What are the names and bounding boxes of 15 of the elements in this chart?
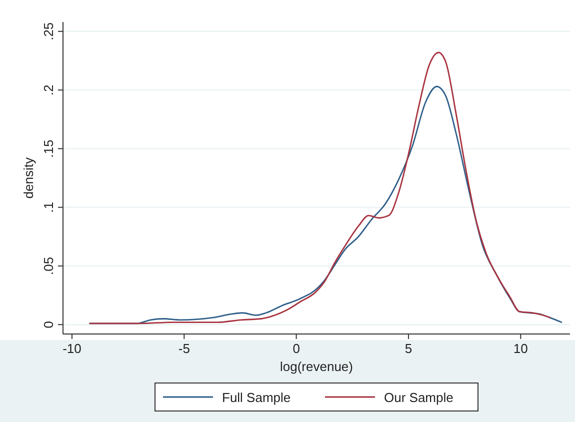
y-tick-label: .2 [41,84,56,96]
y-tick-label: .1 [41,202,56,213]
x-tick-label: -10 [62,341,82,356]
legend-label: Full Sample [222,390,291,405]
x-tick-label: 10 [513,341,528,356]
y-tick-label: .15 [41,140,56,158]
x-tick-label: 5 [404,341,412,356]
y-tick-label: .25 [41,22,56,40]
y-tick-label: 0 [41,321,56,328]
x-tick-label: 0 [292,341,300,356]
legend-label: Our Sample [384,390,454,405]
x-axis-title: log(revenue) [280,359,353,374]
y-axis-title: density [21,156,36,199]
y-tick-label: .05 [41,256,56,276]
x-tick-label: -5 [178,341,190,356]
